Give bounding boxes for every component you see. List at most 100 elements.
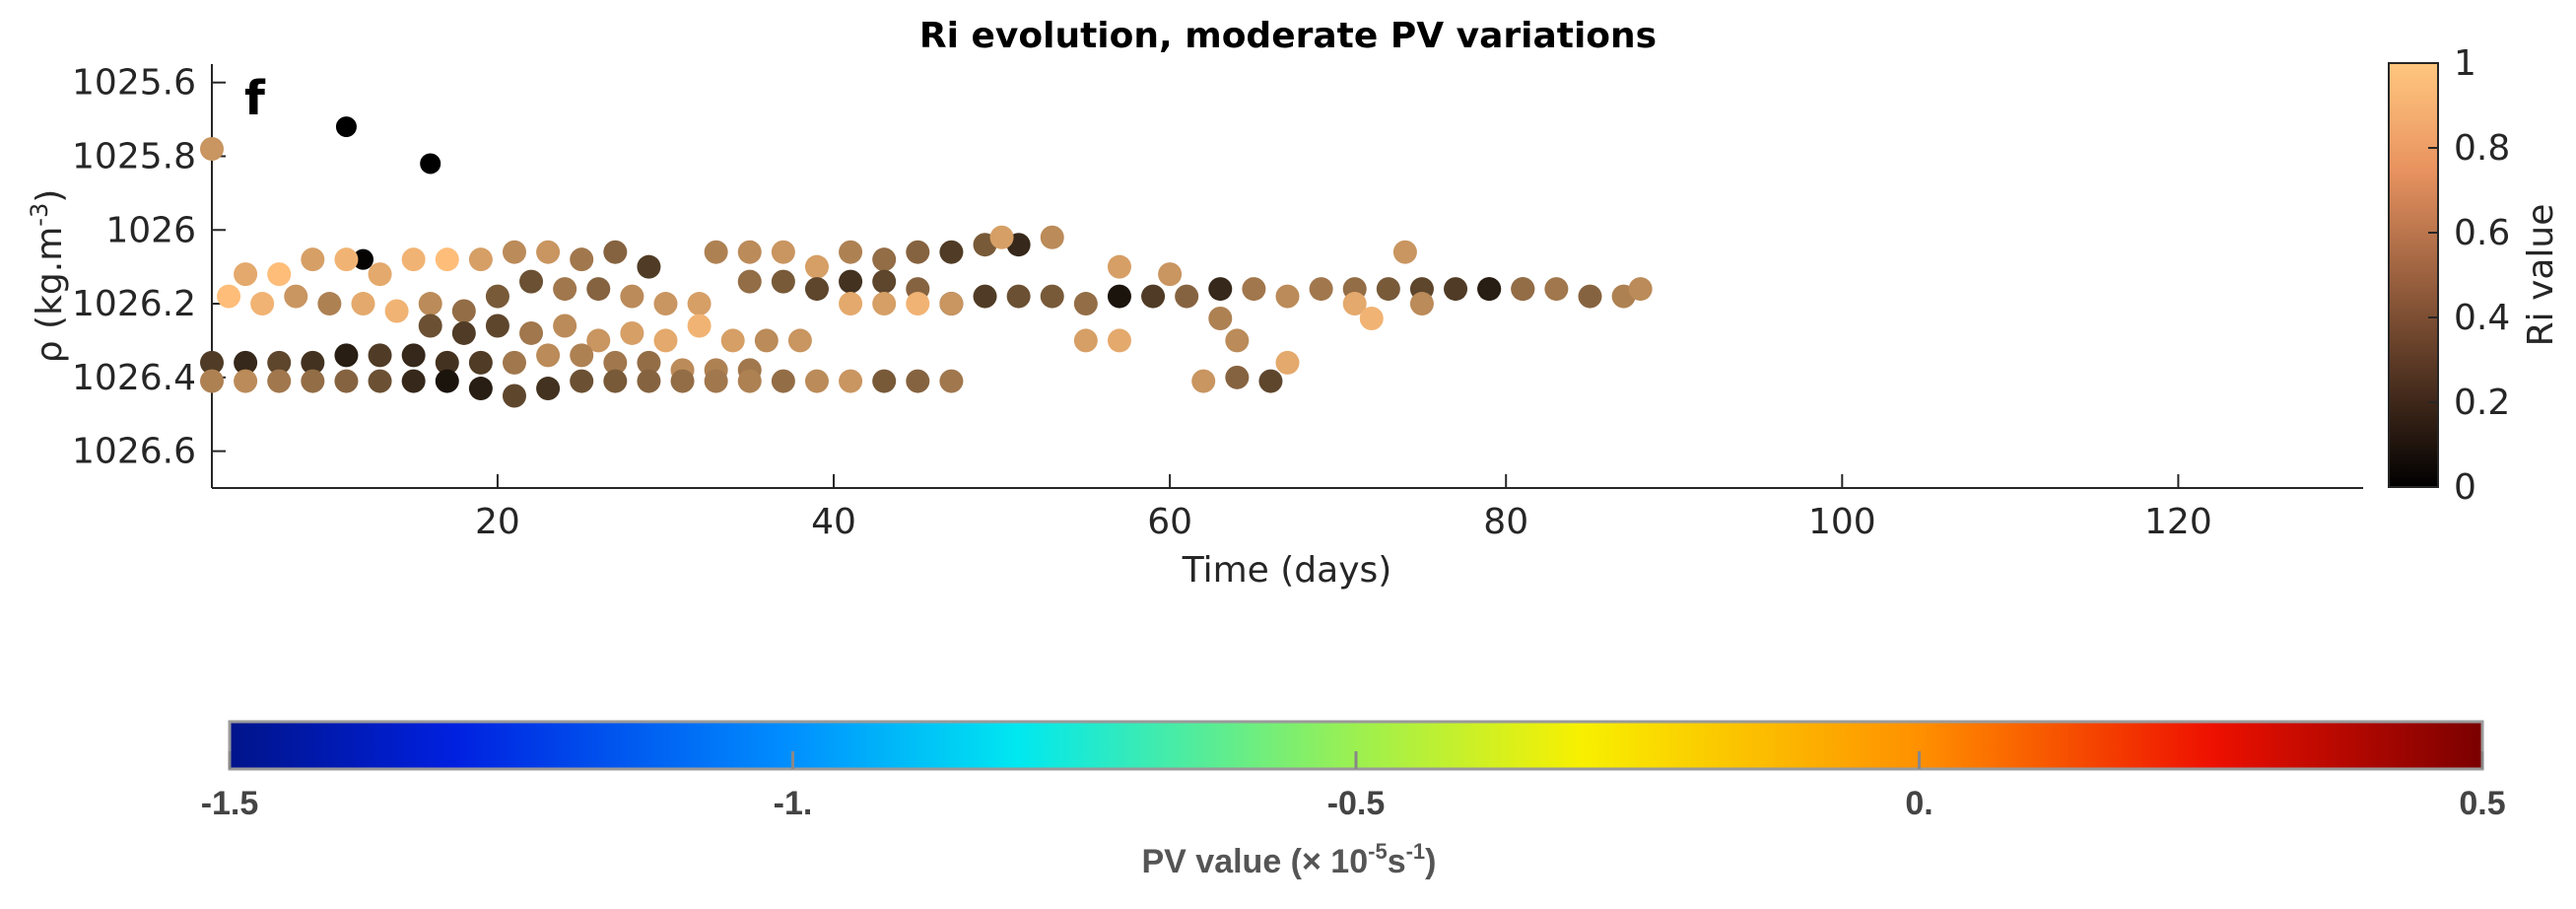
ri-tick-label: 1 xyxy=(2454,43,2476,84)
scatter-point xyxy=(620,284,644,309)
y-axis-ticks: 1025.6 1025.8 1026 1026.2 1026.4 1026.6 xyxy=(72,63,226,472)
scatter-point xyxy=(804,369,829,393)
pv-tick-label: -0.5 xyxy=(1327,785,1386,822)
scatter-point xyxy=(872,269,897,294)
scatter-point xyxy=(267,350,292,375)
scatter-point xyxy=(839,240,863,264)
pv-tick-label: 0.5 xyxy=(2459,785,2505,822)
pv-label-superscript-2: -1 xyxy=(1406,839,1426,864)
scatter-point xyxy=(519,269,544,294)
scatter-point xyxy=(872,247,897,272)
scatter-point xyxy=(771,240,795,264)
scatter-point xyxy=(1376,277,1400,302)
scatter-point xyxy=(1342,292,1367,316)
ri-colorbar xyxy=(2388,62,2439,488)
scatter-point xyxy=(570,369,594,393)
scatter-point xyxy=(267,369,292,393)
y-axis-label-superscript: -3 xyxy=(26,203,53,227)
scatter-point xyxy=(418,292,442,316)
scatter-point xyxy=(451,299,476,323)
scatter-point xyxy=(1225,328,1250,353)
scatter-point xyxy=(234,350,258,375)
scatter-point xyxy=(401,343,426,368)
y-tick-label: 1026.6 xyxy=(72,432,196,472)
scatter-point xyxy=(1107,284,1131,309)
scatter-point xyxy=(317,292,342,316)
scatter-point xyxy=(1258,369,1283,393)
scatter-point xyxy=(451,320,476,345)
scatter-point xyxy=(468,377,493,401)
scatter-point xyxy=(468,350,493,375)
scatter-point xyxy=(603,240,628,264)
scatter-point xyxy=(653,292,678,316)
scatter-point xyxy=(637,254,661,279)
scatter-point xyxy=(704,240,728,264)
scatter-point xyxy=(737,240,762,264)
scatter-point xyxy=(200,137,224,161)
x-tick-label: 120 xyxy=(2144,502,2212,542)
scatter-point xyxy=(1359,307,1384,330)
scatter-point xyxy=(536,377,561,401)
scatter-point xyxy=(787,328,812,353)
ri-colorbar-ticks: 0 0.2 0.4 0.6 0.8 1 xyxy=(2428,43,2510,508)
scatter-point xyxy=(468,247,493,272)
scatter-point xyxy=(1073,292,1098,316)
pv-tick-label: -1. xyxy=(774,785,813,822)
scatter-point xyxy=(804,277,829,302)
scatter-point xyxy=(670,369,695,393)
scatter-point xyxy=(1225,365,1250,389)
scatter-point xyxy=(267,262,292,287)
scatter-point xyxy=(1158,262,1183,287)
y-axis-label: ρ (kg.m-3) xyxy=(26,189,70,364)
pv-label-unit: s xyxy=(1388,843,1406,880)
scatter-point xyxy=(401,247,426,272)
scatter-point xyxy=(704,369,728,393)
scatter-point xyxy=(653,328,678,353)
scatter-point xyxy=(989,225,1014,249)
scatter-point xyxy=(553,277,577,302)
scatter-point xyxy=(401,369,426,393)
ri-tick-label: 0.8 xyxy=(2454,128,2510,169)
scatter-point xyxy=(754,328,779,353)
scatter-point xyxy=(939,292,964,316)
scatter-point xyxy=(301,247,325,272)
scatter-point xyxy=(368,343,392,368)
scatter-point xyxy=(939,369,964,393)
pv-colorbar-label: PV value (× 10-5s-1) xyxy=(1141,839,1436,880)
scatter-point xyxy=(519,320,544,345)
scatter-point xyxy=(804,254,829,279)
scatter-point xyxy=(603,350,628,375)
scatter-point xyxy=(839,269,863,294)
scatter-point xyxy=(1040,225,1064,249)
pv-label-close: ) xyxy=(1425,843,1436,880)
scatter-point xyxy=(1107,254,1131,279)
scatter-point xyxy=(1578,284,1602,309)
scatter-point xyxy=(687,314,712,338)
scatter-point xyxy=(1275,350,1300,375)
scatter-point xyxy=(250,292,275,316)
scatter-point xyxy=(720,328,745,353)
scatter-point xyxy=(1275,284,1300,309)
scatter-point xyxy=(351,292,375,316)
ri-tick-label: 0 xyxy=(2454,467,2476,508)
scatter-point xyxy=(368,369,392,393)
scatter-point xyxy=(771,369,795,393)
scatter-point xyxy=(368,262,392,287)
y-tick-label: 1026.2 xyxy=(72,284,196,324)
scatter-point xyxy=(906,240,930,264)
pv-tick-label: -1.5 xyxy=(201,785,259,822)
scatter-point xyxy=(906,369,930,393)
scatter-point xyxy=(1628,277,1653,302)
scatter-point xyxy=(1544,277,1569,302)
chart-title: Ri evolution, moderate PV variations xyxy=(919,16,1657,56)
scatter-point xyxy=(1141,284,1166,309)
scatter-point xyxy=(200,350,224,375)
pv-colorbar-ticks: -1.5 -1. -0.5 0. 0.5 xyxy=(201,751,2506,822)
scatter-point xyxy=(485,314,509,338)
scatter-point xyxy=(1242,277,1266,302)
scatter-point xyxy=(839,292,863,316)
x-axis-ticks: 20 40 60 80 100 120 xyxy=(475,474,2212,542)
scatter-point xyxy=(687,292,712,316)
x-axis-label: Time (days) xyxy=(1182,550,1392,591)
scatter-point xyxy=(570,247,594,272)
